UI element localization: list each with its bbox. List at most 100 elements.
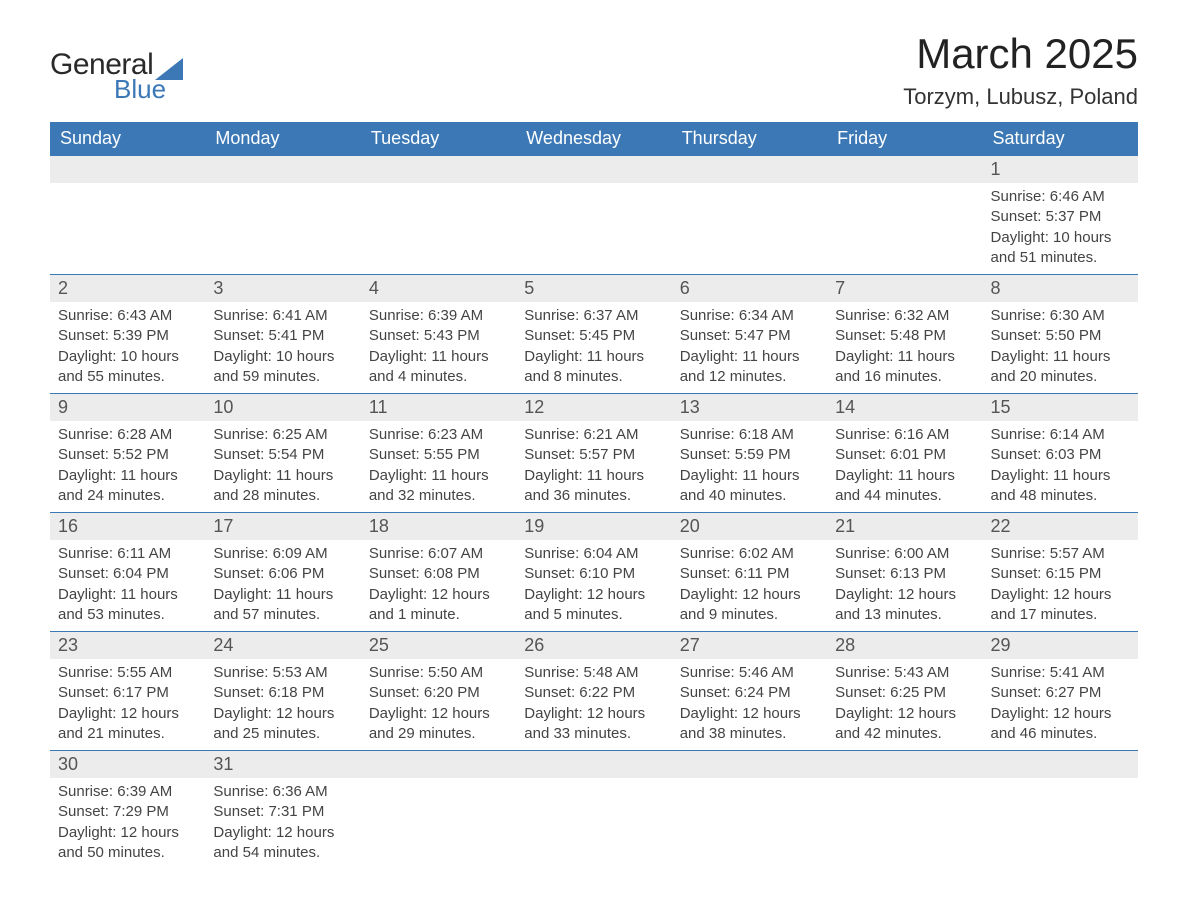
- day-details: Sunrise: 6:23 AMSunset: 5:55 PMDaylight:…: [361, 421, 516, 512]
- day-day2: and 17 minutes.: [991, 605, 1130, 625]
- day-number: [516, 156, 671, 183]
- day-number: [983, 751, 1138, 778]
- day-day2: and 38 minutes.: [680, 724, 819, 744]
- calendar-empty-cell: [983, 751, 1138, 870]
- day-number: [361, 156, 516, 183]
- brand-logo: General Blue: [50, 50, 183, 102]
- day-sunset: Sunset: 6:06 PM: [213, 564, 352, 584]
- day-day2: and 1 minute.: [369, 605, 508, 625]
- calendar-day-cell: 17Sunrise: 6:09 AMSunset: 6:06 PMDayligh…: [205, 513, 360, 632]
- day-sunset: Sunset: 6:27 PM: [991, 683, 1130, 703]
- day-day2: and 33 minutes.: [524, 724, 663, 744]
- day-number: 22: [983, 513, 1138, 540]
- day-day2: and 28 minutes.: [213, 486, 352, 506]
- calendar-empty-cell: [516, 156, 671, 275]
- day-number: 30: [50, 751, 205, 778]
- day-sunset: Sunset: 6:25 PM: [835, 683, 974, 703]
- calendar-week-row: 23Sunrise: 5:55 AMSunset: 6:17 PMDayligh…: [50, 632, 1138, 751]
- day-number: 7: [827, 275, 982, 302]
- calendar-day-cell: 26Sunrise: 5:48 AMSunset: 6:22 PMDayligh…: [516, 632, 671, 751]
- calendar-day-cell: 18Sunrise: 6:07 AMSunset: 6:08 PMDayligh…: [361, 513, 516, 632]
- day-sunrise: Sunrise: 6:43 AM: [58, 306, 197, 326]
- day-number: 26: [516, 632, 671, 659]
- calendar-day-cell: 10Sunrise: 6:25 AMSunset: 5:54 PMDayligh…: [205, 394, 360, 513]
- logo-text-blue: Blue: [114, 76, 183, 102]
- day-sunset: Sunset: 5:54 PM: [213, 445, 352, 465]
- day-day1: Daylight: 11 hours: [213, 585, 352, 605]
- day-sunset: Sunset: 6:01 PM: [835, 445, 974, 465]
- day-details: Sunrise: 6:30 AMSunset: 5:50 PMDaylight:…: [983, 302, 1138, 393]
- calendar-table: SundayMondayTuesdayWednesdayThursdayFrid…: [50, 122, 1138, 869]
- day-details: Sunrise: 5:50 AMSunset: 6:20 PMDaylight:…: [361, 659, 516, 750]
- day-day1: Daylight: 12 hours: [369, 704, 508, 724]
- day-details: Sunrise: 5:48 AMSunset: 6:22 PMDaylight:…: [516, 659, 671, 750]
- calendar-day-cell: 7Sunrise: 6:32 AMSunset: 5:48 PMDaylight…: [827, 275, 982, 394]
- day-sunset: Sunset: 5:43 PM: [369, 326, 508, 346]
- day-day2: and 13 minutes.: [835, 605, 974, 625]
- day-sunrise: Sunrise: 6:39 AM: [58, 782, 197, 802]
- weekday-header: Saturday: [983, 122, 1138, 156]
- calendar-day-cell: 4 Sunrise: 6:39 AMSunset: 5:43 PMDaylight…: [361, 275, 516, 394]
- day-details: Sunrise: 5:53 AMSunset: 6:18 PMDaylight:…: [205, 659, 360, 750]
- day-day1: Daylight: 12 hours: [991, 704, 1130, 724]
- day-details: Sunrise: 5:57 AMSunset: 6:15 PMDaylight:…: [983, 540, 1138, 631]
- day-details: Sunrise: 6:37 AMSunset: 5:45 PMDaylight:…: [516, 302, 671, 393]
- calendar-empty-cell: [672, 751, 827, 870]
- calendar-day-cell: 9Sunrise: 6:28 AMSunset: 5:52 PMDaylight…: [50, 394, 205, 513]
- day-details: Sunrise: 6:09 AMSunset: 6:06 PMDaylight:…: [205, 540, 360, 631]
- day-day2: and 48 minutes.: [991, 486, 1130, 506]
- day-day1: Daylight: 12 hours: [835, 704, 974, 724]
- day-details: Sunrise: 6:25 AMSunset: 5:54 PMDaylight:…: [205, 421, 360, 512]
- day-sunset: Sunset: 5:47 PM: [680, 326, 819, 346]
- calendar-day-cell: 2Sunrise: 6:43 AMSunset: 5:39 PMDaylight…: [50, 275, 205, 394]
- day-day1: Daylight: 12 hours: [213, 704, 352, 724]
- day-day1: Daylight: 11 hours: [680, 347, 819, 367]
- day-details: Sunrise: 6:28 AMSunset: 5:52 PMDaylight:…: [50, 421, 205, 512]
- calendar-day-cell: 27Sunrise: 5:46 AMSunset: 6:24 PMDayligh…: [672, 632, 827, 751]
- calendar-day-cell: 29Sunrise: 5:41 AMSunset: 6:27 PMDayligh…: [983, 632, 1138, 751]
- day-day2: and 21 minutes.: [58, 724, 197, 744]
- day-details: Sunrise: 6:34 AMSunset: 5:47 PMDaylight:…: [672, 302, 827, 393]
- day-sunrise: Sunrise: 6:39 AM: [369, 306, 508, 326]
- day-day2: and 46 minutes.: [991, 724, 1130, 744]
- day-day1: Daylight: 11 hours: [524, 466, 663, 486]
- day-sunset: Sunset: 6:08 PM: [369, 564, 508, 584]
- day-number: 19: [516, 513, 671, 540]
- weekday-header: Tuesday: [361, 122, 516, 156]
- day-number: 4: [361, 275, 516, 302]
- day-number: [827, 751, 982, 778]
- day-details: Sunrise: 6:02 AMSunset: 6:11 PMDaylight:…: [672, 540, 827, 631]
- day-sunrise: Sunrise: 6:14 AM: [991, 425, 1130, 445]
- day-details: Sunrise: 6:41 AMSunset: 5:41 PMDaylight:…: [205, 302, 360, 393]
- day-sunset: Sunset: 6:18 PM: [213, 683, 352, 703]
- calendar-week-row: 30Sunrise: 6:39 AMSunset: 7:29 PMDayligh…: [50, 751, 1138, 870]
- calendar-empty-cell: [361, 156, 516, 275]
- day-details: Sunrise: 6:21 AMSunset: 5:57 PMDaylight:…: [516, 421, 671, 512]
- day-sunrise: Sunrise: 5:57 AM: [991, 544, 1130, 564]
- calendar-empty-cell: [205, 156, 360, 275]
- calendar-header-row: SundayMondayTuesdayWednesdayThursdayFrid…: [50, 122, 1138, 156]
- calendar-day-cell: 24Sunrise: 5:53 AMSunset: 6:18 PMDayligh…: [205, 632, 360, 751]
- day-sunset: Sunset: 6:03 PM: [991, 445, 1130, 465]
- day-sunrise: Sunrise: 5:46 AM: [680, 663, 819, 683]
- day-day1: Daylight: 11 hours: [213, 466, 352, 486]
- day-day1: Daylight: 12 hours: [680, 704, 819, 724]
- day-day2: and 57 minutes.: [213, 605, 352, 625]
- day-number: 16: [50, 513, 205, 540]
- day-day1: Daylight: 12 hours: [524, 585, 663, 605]
- day-sunrise: Sunrise: 6:41 AM: [213, 306, 352, 326]
- calendar-day-cell: 15Sunrise: 6:14 AMSunset: 6:03 PMDayligh…: [983, 394, 1138, 513]
- day-day1: Daylight: 11 hours: [369, 347, 508, 367]
- calendar-day-cell: 30Sunrise: 6:39 AMSunset: 7:29 PMDayligh…: [50, 751, 205, 870]
- weekday-header: Sunday: [50, 122, 205, 156]
- day-day2: and 20 minutes.: [991, 367, 1130, 387]
- day-day1: Daylight: 11 hours: [58, 466, 197, 486]
- day-day2: and 8 minutes.: [524, 367, 663, 387]
- day-sunrise: Sunrise: 6:30 AM: [991, 306, 1130, 326]
- calendar-day-cell: 22Sunrise: 5:57 AMSunset: 6:15 PMDayligh…: [983, 513, 1138, 632]
- day-number: [672, 751, 827, 778]
- day-number: 24: [205, 632, 360, 659]
- calendar-day-cell: 1Sunrise: 6:46 AMSunset: 5:37 PMDaylight…: [983, 156, 1138, 275]
- day-day1: Daylight: 12 hours: [524, 704, 663, 724]
- day-day2: and 24 minutes.: [58, 486, 197, 506]
